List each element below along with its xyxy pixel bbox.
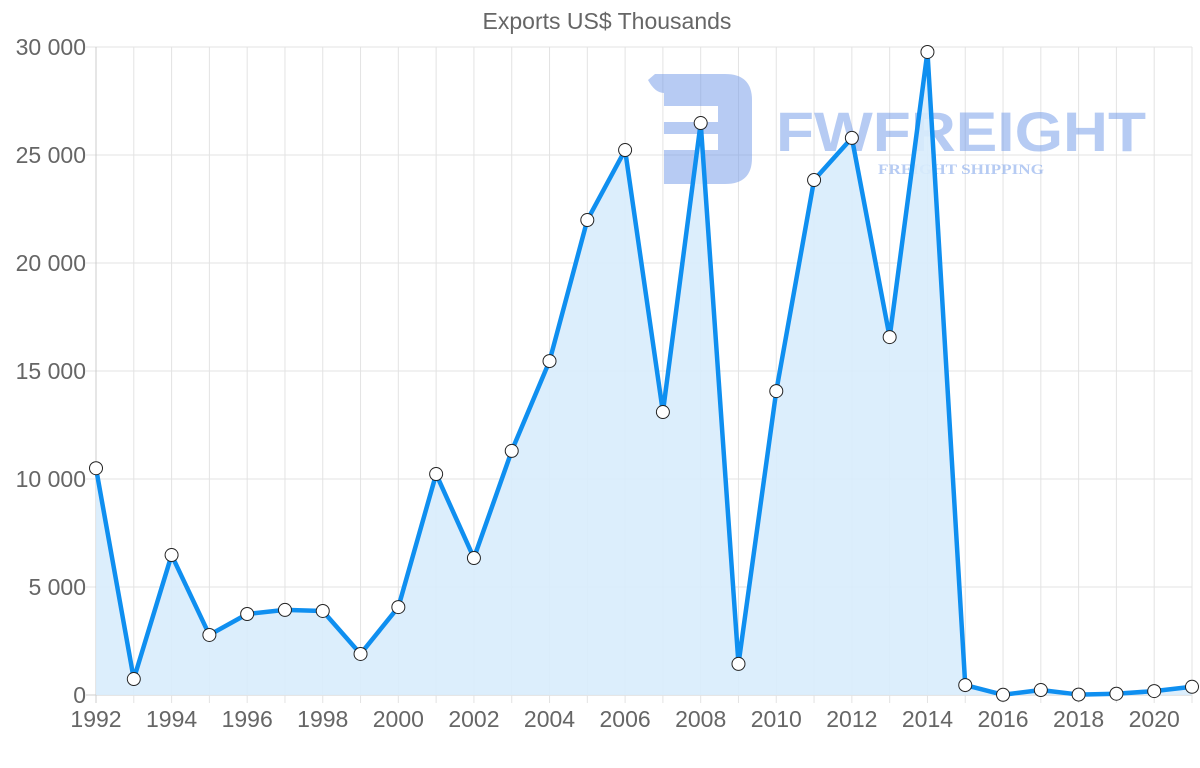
data-point[interactable] [731,656,746,671]
data-point[interactable] [1147,684,1162,699]
x-tick-label: 2016 [977,706,1028,732]
x-tick-label: 1996 [222,706,273,732]
data-point[interactable] [1033,683,1048,698]
data-point[interactable] [277,602,292,617]
chart-title: Exports US$ Thousands [482,8,732,34]
data-point[interactable] [89,461,103,476]
x-tick-label: 1998 [297,706,348,732]
data-point[interactable] [580,213,595,228]
data-point[interactable] [164,548,179,563]
x-tick-label: 2004 [524,706,575,732]
x-tick-label: 2008 [675,706,726,732]
y-tick-label: 15 000 [16,358,86,384]
y-tick-label: 10 000 [16,466,86,492]
watermark-brand: FWFREIGHT [776,100,1146,163]
y-tick-label: 5 000 [28,574,86,600]
data-point[interactable] [315,603,330,618]
y-tick-label: 30 000 [16,34,86,60]
data-point[interactable] [353,646,368,661]
data-point[interactable] [996,687,1011,702]
data-markers [89,44,1199,702]
y-tick-label: 25 000 [16,142,86,168]
data-point[interactable] [429,467,444,482]
x-tick-label: 2018 [1053,706,1104,732]
x-tick-label: 2020 [1129,706,1180,732]
y-tick-label: 20 000 [16,250,86,276]
x-tick-label: 2014 [902,706,953,732]
x-tick-label: 1994 [146,706,197,732]
x-axis-ticks: 1992 1994 1996 1998 2000 2002 2004 2006 2008 2010… [70,706,1179,732]
data-point[interactable] [807,173,822,188]
data-point[interactable] [391,600,406,615]
data-point[interactable] [542,354,557,369]
data-point[interactable] [504,443,519,458]
data-point[interactable] [126,672,141,687]
x-tick-label: 2000 [373,706,424,732]
data-point[interactable] [1109,686,1124,701]
data-point[interactable] [882,330,897,345]
x-tick-label: 2002 [448,706,499,732]
data-point[interactable] [844,130,859,145]
area-fill [96,51,1192,695]
data-point[interactable] [920,44,935,59]
x-tick-label: 2012 [826,706,877,732]
data-point[interactable] [769,384,784,399]
data-point[interactable] [655,405,670,420]
data-point[interactable] [693,116,708,131]
watermark-tagline: FREIGHT SHIPPING [878,162,1044,178]
x-tick-label: 1992 [70,706,121,732]
watermark-logo: FWFREIGHT FREIGHT SHIPPING [648,74,1146,184]
data-point[interactable] [618,143,633,158]
data-point[interactable] [240,607,255,621]
data-point[interactable] [1185,679,1199,694]
data-point[interactable] [202,627,217,642]
y-axis-ticks: 0 5 000 10 000 15 000 20 000 25 000 30 000 [16,34,86,708]
x-tick-label: 2006 [600,706,651,732]
x-tick-label: 2010 [751,706,802,732]
y-tick-label: 0 [73,682,86,708]
data-point[interactable] [1071,687,1086,702]
data-point[interactable] [958,678,973,693]
data-point[interactable] [466,551,481,566]
